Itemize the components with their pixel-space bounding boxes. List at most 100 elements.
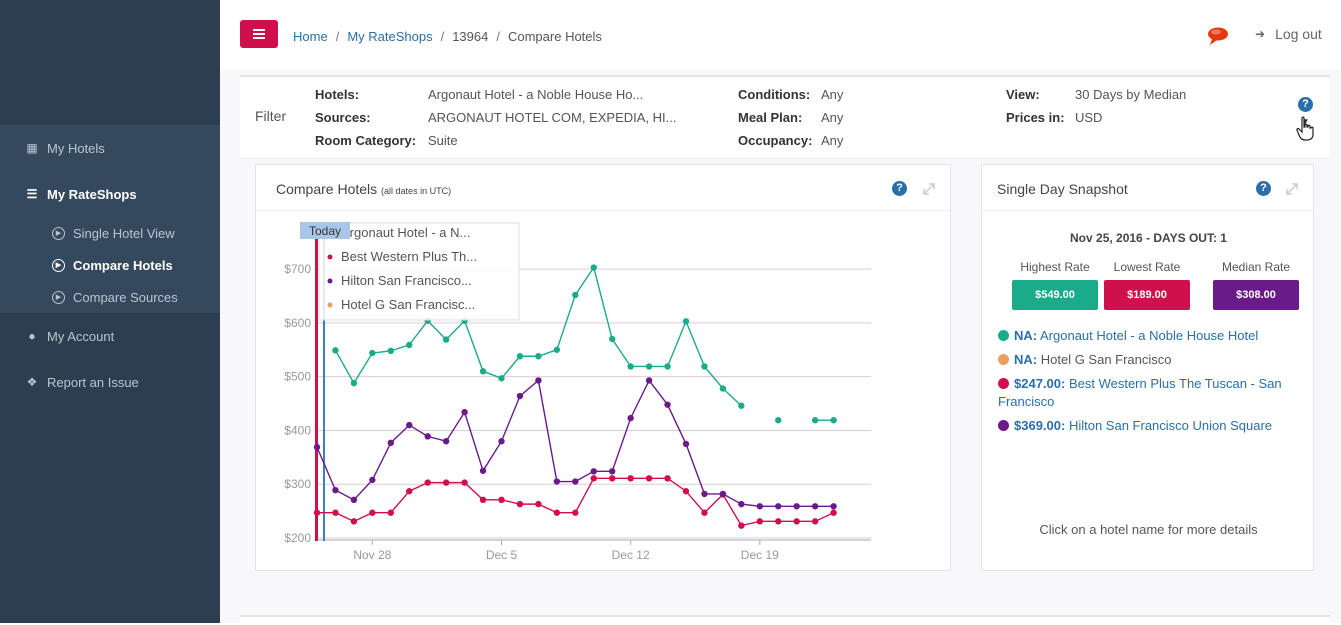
y-tick-label: $200 — [284, 531, 311, 545]
data-point — [498, 375, 505, 382]
series-line — [317, 477, 834, 527]
data-point — [424, 479, 431, 486]
data-point — [775, 417, 782, 424]
filter-hotels-value: Argonaut Hotel - a Noble House Ho... — [428, 87, 644, 102]
data-point — [553, 509, 561, 516]
sidebar-subitem-label: Compare Hotels — [73, 257, 173, 273]
breadcrumb-rateshops[interactable]: My RateShops — [347, 29, 433, 44]
hamburger-icon — [253, 33, 265, 35]
data-point — [406, 421, 413, 429]
data-point — [811, 417, 819, 424]
logout-button[interactable]: ➜ Log out — [1255, 26, 1322, 42]
snapshot-footer-hint: Click on a hotel name for more details — [1039, 522, 1258, 537]
hotel-name-link[interactable]: Hotel G San Francisco — [1040, 352, 1172, 367]
legend-label: Hotel G San Francisc... — [341, 297, 475, 312]
filter-view-label: View: — [1006, 87, 1040, 102]
filter-occupancy-value: Any — [821, 133, 844, 148]
menu-toggle-button[interactable] — [240, 20, 278, 48]
list-icon: ☰ — [26, 187, 38, 201]
data-point — [627, 414, 634, 422]
top-bar: Home / My RateShops / 13964 / Compare Hotels ➜… — [220, 0, 1341, 70]
hand-cursor-icon — [1296, 116, 1314, 141]
data-point — [350, 496, 358, 504]
y-tick-label: $600 — [284, 316, 311, 330]
filter-room-value: Suite — [428, 133, 458, 148]
snapshot-hotel-item[interactable]: $369.00: Hilton San Francisco Union Squa… — [998, 417, 1298, 435]
data-point — [350, 379, 358, 387]
header-search-box[interactable] — [928, 24, 1200, 50]
breadcrumb-rateshop-id: 13964 — [452, 29, 489, 44]
rateshops-group — [0, 171, 220, 313]
data-point — [682, 488, 690, 495]
data-point — [645, 363, 653, 370]
chat-icon[interactable] — [1206, 26, 1230, 46]
hotel-name-link[interactable]: Argonaut Hotel - a Noble House Hotel — [1040, 328, 1259, 343]
hotel-name-link[interactable]: Best Western Plus The Tuscan - San Franc… — [998, 376, 1282, 409]
snapshot-hotel-item[interactable]: NA: Hotel G San Francisco — [998, 351, 1298, 369]
single-day-snapshot-panel: Single Day Snapshot ? Nov 25, 2016 - DAY… — [981, 164, 1314, 571]
data-point — [535, 500, 542, 508]
data-point — [645, 377, 653, 384]
logout-label: Log out — [1275, 26, 1322, 42]
hotel-price: $369.00: — [1014, 418, 1066, 433]
filter-help-icon[interactable]: ? — [1298, 97, 1313, 112]
sidebar-item-label: My Account — [47, 328, 115, 344]
hotel-color-dot — [998, 378, 1009, 389]
arrow-circle-icon: ▶ — [52, 226, 65, 240]
y-tick-label: $300 — [284, 477, 311, 491]
snapshot-hotel-item[interactable]: $247.00: Best Western Plus The Tuscan - … — [998, 375, 1298, 411]
sidebar-subitem-single-hotel-view[interactable]: ▶ Single Hotel View — [0, 217, 220, 249]
lowest-rate-badge: $189.00 — [1104, 280, 1190, 310]
data-point — [811, 503, 819, 510]
sidebar: ▦ My Hotels ☰ My RateShops ▶ Single Hote… — [0, 0, 220, 623]
filter-collapse-icon[interactable]: ▼ — [1300, 117, 1310, 128]
filter-hotels-label: Hotels: — [315, 87, 360, 102]
data-point — [645, 475, 653, 482]
filter-meal-value: Any — [821, 110, 844, 125]
breadcrumb-separator: / — [440, 29, 445, 44]
filter-conditions-label: Conditions: — [738, 87, 811, 102]
sidebar-subitem-compare-sources[interactable]: ▶ Compare Sources — [0, 281, 220, 313]
sidebar-item-my-account[interactable]: ● My Account — [0, 313, 220, 359]
breadcrumb-home[interactable]: Home — [293, 29, 328, 44]
x-tick-label: Dec 5 — [486, 548, 518, 562]
snapshot-help-icon[interactable]: ? — [1256, 181, 1271, 196]
data-point — [590, 468, 597, 475]
compare-title-text: Compare Hotels — [276, 181, 378, 197]
data-point — [313, 443, 321, 451]
data-point — [387, 509, 394, 516]
data-point — [719, 490, 727, 498]
today-label-box — [300, 222, 350, 239]
data-point — [572, 478, 579, 485]
sidebar-item-label: Report an Issue — [47, 374, 139, 390]
expand-icon[interactable] — [922, 182, 936, 196]
snapshot-hotel-item[interactable]: NA: Argonaut Hotel - a Noble House Hotel — [998, 327, 1298, 345]
hotel-name-link[interactable]: Hilton San Francisco Union Square — [1068, 418, 1273, 433]
data-point — [553, 478, 561, 485]
sidebar-item-my-rateshops[interactable]: ☰ My RateShops — [0, 171, 220, 217]
sidebar-subitem-compare-hotels[interactable]: ▶ Compare Hotels — [0, 249, 220, 281]
data-point — [332, 347, 339, 354]
sidebar-item-report-issue[interactable]: ❖ Report an Issue — [0, 359, 220, 405]
x-tick-label: Nov 28 — [353, 548, 391, 562]
data-point — [682, 440, 690, 448]
data-point — [664, 401, 671, 408]
series-line — [316, 379, 834, 507]
compare-help-icon[interactable]: ? — [892, 181, 907, 196]
data-point — [627, 475, 634, 482]
arrow-circle-icon: ▶ — [52, 258, 65, 272]
data-point — [701, 509, 708, 516]
data-point — [811, 518, 819, 525]
filter-title: Filter — [255, 108, 287, 124]
expand-icon[interactable] — [1285, 182, 1299, 196]
sidebar-item-label: My Hotels — [47, 140, 105, 156]
sidebar-item-my-hotels[interactable]: ▦ My Hotels — [0, 125, 220, 171]
data-point — [479, 368, 487, 375]
floppy-icon: ▦ — [26, 141, 38, 155]
highest-rate-badge: $549.00 — [1012, 280, 1098, 310]
hotel-price: NA: — [1014, 352, 1038, 367]
data-point — [756, 518, 763, 525]
hotel-price: $247.00: — [1014, 376, 1066, 391]
data-point — [756, 503, 763, 510]
today-label: Today — [309, 224, 341, 238]
